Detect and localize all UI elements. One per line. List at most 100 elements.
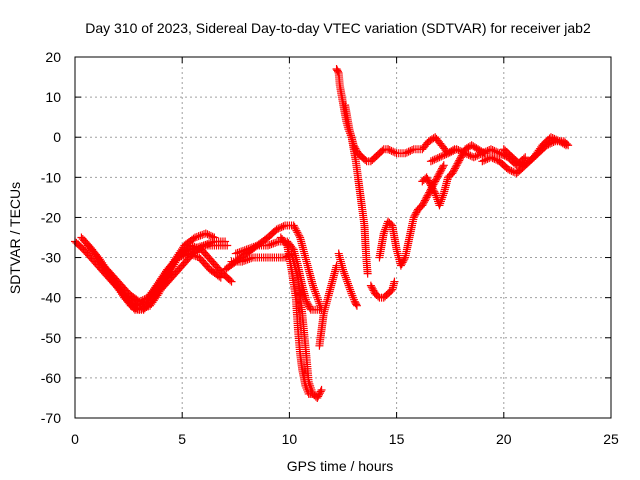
data-point xyxy=(426,157,435,166)
y-axis-label: SDTVAR / TECUs xyxy=(7,182,23,294)
x-tick-label: 15 xyxy=(389,431,405,447)
data-point xyxy=(435,201,444,210)
data-point xyxy=(291,224,300,233)
data-point xyxy=(199,241,208,250)
data-point xyxy=(339,265,347,274)
data-point xyxy=(542,141,551,150)
data-point xyxy=(231,249,240,258)
data-point xyxy=(201,229,210,238)
data-point xyxy=(408,146,417,155)
data-point xyxy=(314,297,323,306)
data-point xyxy=(249,242,258,251)
data-point xyxy=(135,305,144,314)
axis-ticks: 0 5 10 15 20 25 20 10 0 -10 -20 -30 -40 -50 -60 -70 xyxy=(41,49,619,447)
data-point xyxy=(486,145,495,154)
series-arc-13 xyxy=(341,101,393,166)
data-point xyxy=(242,245,251,254)
data-point xyxy=(381,223,390,232)
data-point xyxy=(380,227,389,236)
data-point xyxy=(310,285,319,294)
data-point xyxy=(173,253,182,262)
data-point xyxy=(186,241,195,250)
data-point xyxy=(290,223,299,232)
data-point xyxy=(430,187,439,196)
data-point xyxy=(478,157,487,166)
data-point xyxy=(383,219,392,228)
data-point xyxy=(516,161,525,170)
series-arc-14 xyxy=(366,277,399,302)
data-point xyxy=(480,156,489,165)
data-point xyxy=(295,231,304,240)
series-arc-15 xyxy=(375,161,448,270)
data-point xyxy=(247,243,256,252)
data-point xyxy=(483,146,492,155)
data-point xyxy=(274,224,283,233)
data-point xyxy=(464,150,473,159)
data-point xyxy=(137,296,146,305)
data-point xyxy=(194,232,203,241)
series-arc-5 xyxy=(156,237,230,294)
data-point xyxy=(504,165,513,174)
data-point xyxy=(201,240,210,249)
data-point xyxy=(404,147,413,156)
data-point xyxy=(303,385,312,394)
data-point xyxy=(138,304,147,313)
data-point xyxy=(263,241,272,250)
data-point xyxy=(363,269,372,278)
data-point xyxy=(311,289,320,298)
data-point xyxy=(348,291,357,300)
data-point xyxy=(131,304,140,313)
data-point xyxy=(374,292,383,301)
data-point xyxy=(205,239,213,248)
data-point xyxy=(562,139,571,148)
data-point xyxy=(226,276,235,285)
x-axis-label: GPS time / hours xyxy=(287,458,394,474)
data-point xyxy=(384,145,393,154)
data-point xyxy=(275,223,284,232)
data-point xyxy=(208,238,217,247)
data-point xyxy=(307,389,316,398)
data-point xyxy=(520,159,529,168)
data-point xyxy=(386,220,395,229)
data-point xyxy=(198,242,207,251)
data-point xyxy=(457,147,466,156)
y-tick-label: -40 xyxy=(41,290,61,306)
data-point xyxy=(390,277,399,286)
data-point xyxy=(481,155,490,164)
x-tick-label: 20 xyxy=(496,431,512,447)
y-tick-label: -70 xyxy=(41,410,61,426)
data-point xyxy=(135,297,144,306)
data-point xyxy=(203,240,212,249)
data-point xyxy=(309,283,318,292)
data-point xyxy=(277,223,286,232)
y-tick-label: 10 xyxy=(45,89,61,105)
data-point xyxy=(379,229,388,238)
series-arc-9 xyxy=(276,233,316,398)
data-point xyxy=(341,273,350,282)
data-point xyxy=(466,151,475,160)
data-point xyxy=(292,226,301,235)
data-point xyxy=(490,154,499,163)
data-point xyxy=(490,146,499,155)
data-point xyxy=(438,151,447,160)
data-point xyxy=(177,252,186,261)
y-tick-label: 0 xyxy=(53,129,61,145)
data-point xyxy=(271,238,280,247)
data-point xyxy=(461,149,470,158)
data-point xyxy=(237,247,246,256)
data-point xyxy=(495,149,504,158)
data-point xyxy=(130,303,139,312)
data-point xyxy=(339,267,348,276)
data-point xyxy=(203,230,212,239)
data-point xyxy=(549,138,558,147)
data-point xyxy=(311,287,320,296)
x-tick-label: 10 xyxy=(282,431,298,447)
data-point xyxy=(518,160,527,169)
data-point xyxy=(478,149,487,158)
data-point xyxy=(289,221,298,230)
data-point xyxy=(267,240,276,249)
data-point xyxy=(456,146,465,155)
data-point xyxy=(564,141,573,150)
series-arc-20 xyxy=(499,137,573,170)
data-point xyxy=(346,285,355,294)
